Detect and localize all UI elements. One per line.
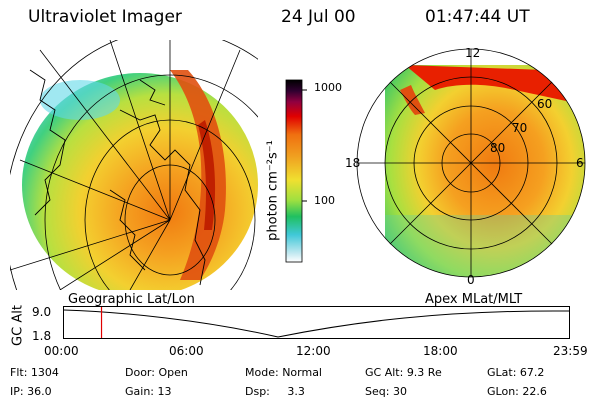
dayside-glow (40, 80, 120, 120)
timeline-ytick-top: 9.0 (32, 305, 52, 319)
timeline-xtick-1: 06:00 (169, 344, 204, 358)
timeline-xtick-3: 18:00 (423, 344, 458, 358)
geographic-map (10, 40, 258, 290)
mlt-label-18: 18 (345, 156, 361, 170)
ip-field: IP: 36.0 (10, 385, 52, 398)
altitude-timeline (63, 306, 570, 339)
colorbar-tick-100: 100 (314, 194, 335, 207)
mlt-grid (356, 48, 586, 278)
gc-alt-field: GC Alt: 9.3 Re (365, 366, 442, 379)
mode-field: Mode: Normal (245, 366, 322, 379)
instrument-title: Ultraviolet Imager (28, 7, 182, 27)
timeline-xtick-4: 23:59 (553, 344, 588, 358)
auroral-oval-core (198, 120, 216, 230)
glat-field: GLat: 67.2 (487, 366, 545, 379)
mlat-label-70: 70 (512, 121, 528, 135)
observation-date: 24 Jul 00 (281, 7, 356, 27)
left-projection-label: Geographic Lat/Lon (68, 292, 195, 307)
timeline-xtick-0: 00:00 (44, 344, 79, 358)
timeline-xtick-2: 12:00 (296, 344, 331, 358)
door-field: Door: Open (125, 366, 188, 379)
mlat-label-60: 60 (537, 97, 553, 111)
glon-field: GLon: 22.6 (487, 385, 547, 398)
apex-map (356, 48, 586, 278)
right-image-area (385, 65, 585, 277)
colorbar-unit-label: photon cm⁻²s⁻¹ (265, 140, 281, 241)
mlt-label-12: 12 (465, 46, 481, 60)
timeline-ytick-bottom: 1.8 (32, 329, 52, 343)
coastlines (29, 69, 206, 286)
right-projection-label: Apex MLat/MLT (425, 292, 523, 307)
seq-field: Seq: 30 (365, 385, 407, 398)
gain-field: Gain: 13 (125, 385, 172, 398)
mlt-label-0: 0 (467, 273, 475, 287)
flt-field: Flt: 1304 (10, 366, 59, 379)
timeline-ylabel: GC Alt (10, 305, 26, 346)
dayside-aurora (405, 65, 585, 105)
mlat-label-80: 80 (490, 141, 506, 155)
dsp-field: Dsp: 3.3 (245, 385, 305, 398)
altitude-curve (63, 309, 570, 338)
observation-time: 01:47:44 UT (425, 7, 530, 27)
colorbar (285, 79, 307, 263)
colorbar-tick-1000: 1000 (314, 81, 342, 94)
mlt-label-6: 6 (576, 156, 584, 170)
lat-lon-grid (10, 40, 258, 290)
